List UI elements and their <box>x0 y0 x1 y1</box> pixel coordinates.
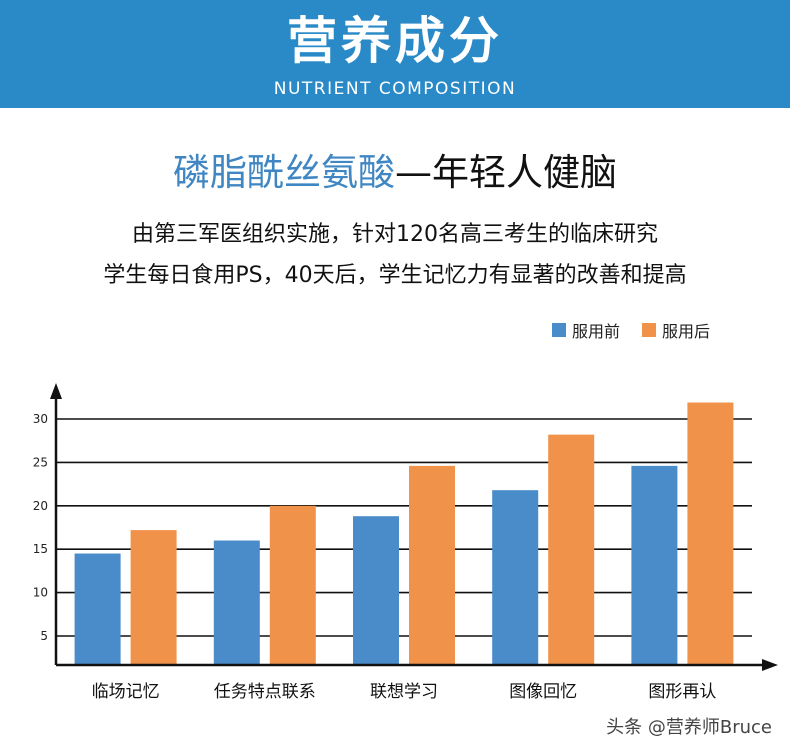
headline-highlight: 磷脂酰丝氨酸 <box>173 151 395 194</box>
x-category-label: 联想学习 <box>370 682 438 702</box>
x-category-label: 图形再认 <box>648 682 716 702</box>
description-line-2: 学生每日食用PS，40天后，学生记忆力有显著的改善和提高 <box>103 263 687 288</box>
bar-after <box>130 530 177 665</box>
y-tick-label: 15 <box>33 542 48 556</box>
headline-rest: —年轻人健脑 <box>395 151 617 194</box>
y-tick-label: 20 <box>33 499 48 513</box>
bar-after <box>687 402 734 665</box>
banner-subtitle: NUTRIENT COMPOSITION <box>273 79 517 99</box>
header-banner: 营养成分 NUTRIENT COMPOSITION <box>0 0 790 108</box>
legend-swatch-before <box>552 323 566 337</box>
bar-after <box>409 465 455 665</box>
bar-before <box>213 540 260 665</box>
bar-before <box>353 516 399 665</box>
bar-before <box>74 553 121 665</box>
x-axis-arrow <box>762 659 778 671</box>
bar-after <box>269 505 316 665</box>
y-tick-label: 5 <box>40 629 48 643</box>
legend-label-after: 服用后 <box>662 322 711 341</box>
chart-legend: 服用前 服用后 <box>552 318 710 342</box>
legend-item-after: 服用后 <box>642 318 710 342</box>
bar-after <box>548 434 595 665</box>
legend-item-before: 服用前 <box>552 318 620 342</box>
bar-before <box>492 490 539 665</box>
y-tick-label: 25 <box>33 455 48 469</box>
banner-title: 营养成分 <box>287 12 503 70</box>
bar-before <box>631 465 678 665</box>
y-axis-arrow <box>50 383 62 399</box>
y-tick-label: 30 <box>33 412 48 426</box>
headline: 磷脂酰丝氨酸—年轻人健脑 <box>0 150 790 196</box>
x-category-label: 任务特点联系 <box>214 682 316 702</box>
y-tick-label: 10 <box>33 586 48 600</box>
x-category-label: 图像回忆 <box>509 682 577 702</box>
description-line-1: 由第三军医组织实施，针对120名高三考生的临床研究 <box>132 222 658 247</box>
watermark: 头条 @营养师Bruce <box>606 717 772 738</box>
legend-swatch-after <box>642 323 657 337</box>
legend-label-before: 服用前 <box>572 322 621 341</box>
x-category-label: 临场记忆 <box>92 682 160 702</box>
